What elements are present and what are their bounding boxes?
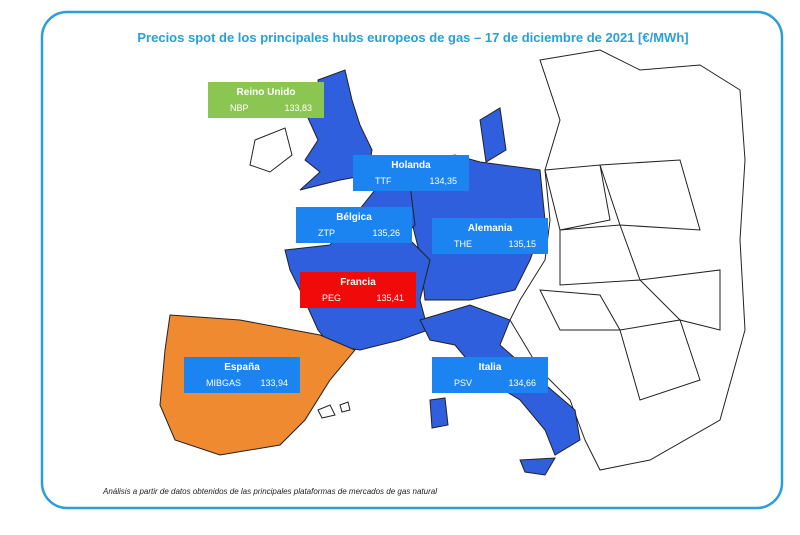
hub-country: Bélgica [336,212,372,223]
hub-code: TTF [375,176,392,186]
italy [419,304,581,476]
hub-box-bg [300,272,416,308]
title: Precios spot de los principales hubs eur… [137,30,688,45]
ireland [249,127,293,173]
hub-price: 133,94 [260,378,288,388]
hub-box-bg [432,357,548,393]
hub-price: 135,26 [372,228,400,238]
hub-box: Holanda TTF 134,35 [353,155,469,191]
hub-price: 135,15 [508,239,536,249]
hub-box: Francia PEG 135,41 [300,272,416,308]
hub-price: 134,66 [508,378,536,388]
hub-code: MIBGAS [206,378,241,388]
hub-price: 135,41 [376,293,404,303]
hub-code: PEG [322,293,341,303]
hub-country: Italia [479,362,502,373]
hub-country: España [224,362,260,373]
hub-box-bg [184,357,300,393]
hub-country: Holanda [391,160,431,171]
hub-price: 134,35 [429,176,457,186]
hub-code: NBP [230,103,249,113]
borders [539,159,721,401]
hub-country: Reino Unido [237,87,296,98]
hub-code: PSV [454,378,472,388]
denmark [479,107,507,163]
hub-price: 133,83 [284,103,312,113]
hub-box: Reino Unido NBP 133,83 [208,82,324,118]
hub-country: Francia [340,277,376,288]
hub-box-bg [432,218,548,254]
hub-country: Alemania [468,223,513,234]
balearic [317,401,351,419]
hub-box-bg [296,207,412,243]
footnote: Análisis a partir de datos obtenidos de … [102,487,437,496]
hub-box-bg [353,155,469,191]
hub-code: THE [454,239,472,249]
hub-box: España MIBGAS 133,94 [184,357,300,393]
hub-code: ZTP [318,228,335,238]
hub-box-bg [208,82,324,118]
hub-box: Alemania THE 135,15 [432,218,548,254]
hub-box: Italia PSV 134,66 [432,357,548,393]
